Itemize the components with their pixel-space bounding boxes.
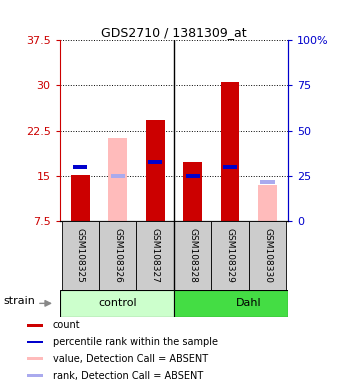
Text: value, Detection Call = ABSENT: value, Detection Call = ABSENT	[53, 354, 208, 364]
Bar	[71, 175, 90, 221]
Bar	[73, 165, 87, 169]
Text: GSM108325: GSM108325	[76, 228, 85, 283]
Text: rank, Detection Call = ABSENT: rank, Detection Call = ABSENT	[53, 371, 203, 381]
Text: count: count	[53, 320, 80, 330]
Text: GSM108330: GSM108330	[263, 228, 272, 283]
Bar	[27, 324, 43, 327]
Text: percentile rank within the sample: percentile rank within the sample	[53, 337, 218, 347]
Bar	[136, 221, 174, 290]
Bar	[148, 161, 162, 164]
Title: GDS2710 / 1381309_at: GDS2710 / 1381309_at	[101, 26, 247, 39]
Bar	[108, 138, 127, 221]
Text: GSM108328: GSM108328	[188, 228, 197, 283]
Bar	[258, 185, 277, 221]
Bar	[249, 221, 286, 290]
Bar	[99, 221, 136, 290]
Bar	[211, 221, 249, 290]
Text: GSM108329: GSM108329	[226, 228, 235, 283]
Bar	[186, 174, 200, 178]
Bar	[174, 221, 211, 290]
Text: GSM108326: GSM108326	[113, 228, 122, 283]
Bar	[261, 180, 275, 184]
Bar	[60, 290, 174, 317]
Bar	[27, 358, 43, 360]
Bar	[27, 341, 43, 343]
Text: Dahl: Dahl	[236, 298, 262, 308]
Text: strain: strain	[3, 296, 35, 306]
Bar	[61, 221, 99, 290]
Text: control: control	[99, 298, 137, 308]
Bar	[110, 174, 125, 178]
Text: GSM108327: GSM108327	[151, 228, 160, 283]
Bar	[27, 374, 43, 377]
Bar	[183, 162, 202, 221]
Bar	[174, 290, 288, 317]
Bar	[223, 165, 237, 169]
Bar	[146, 120, 165, 221]
Bar	[221, 83, 239, 221]
